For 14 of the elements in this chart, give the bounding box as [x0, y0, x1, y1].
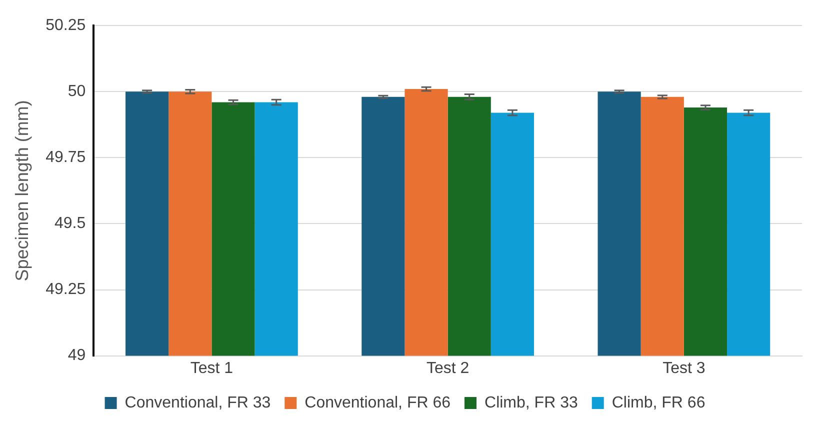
- y-tick-label: 49.5: [54, 215, 86, 232]
- y-tick-label: 50: [68, 83, 86, 100]
- y-tick-label: 49.25: [46, 281, 86, 298]
- legend-label: Conventional, FR 66: [304, 394, 451, 412]
- y-axis-title: Specimen length (mm): [12, 100, 32, 282]
- x-tick-label: Test 2: [426, 360, 470, 377]
- x-tick-label: Test 3: [662, 360, 706, 377]
- y-tick-label: 49.75: [46, 149, 86, 166]
- legend-label: Climb, FR 66: [612, 394, 706, 412]
- legend-label: Climb, FR 33: [484, 394, 578, 412]
- y-tick-label: 49: [68, 347, 86, 364]
- y-tick-label: 50.25: [46, 17, 86, 34]
- x-tick-label: Test 1: [190, 360, 234, 377]
- legend-label: Conventional, FR 33: [124, 394, 271, 412]
